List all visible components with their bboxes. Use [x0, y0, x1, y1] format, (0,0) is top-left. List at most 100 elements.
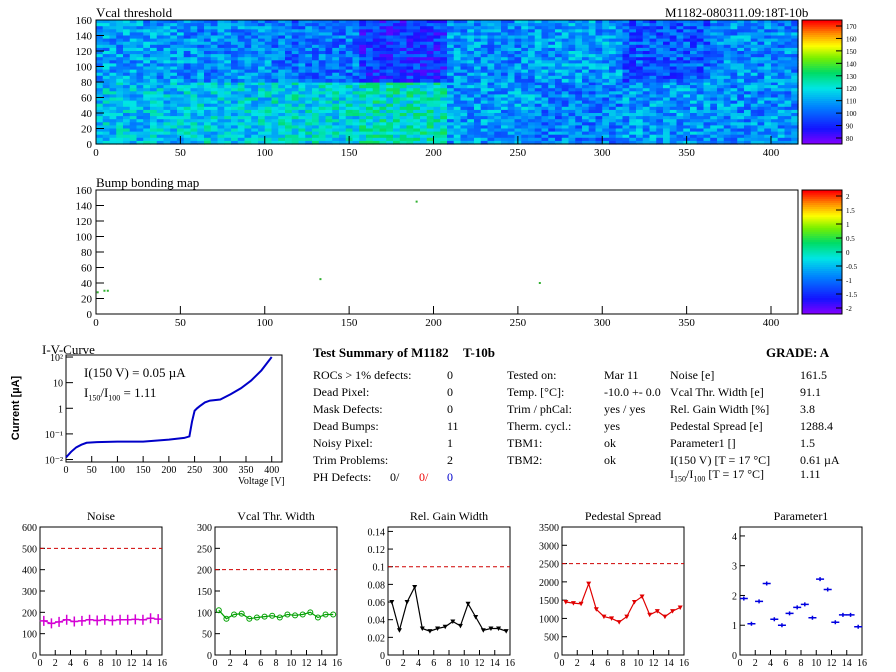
vcal-cell	[399, 29, 408, 33]
vcal-cell	[386, 137, 394, 142]
bump-colorbar-seg	[802, 303, 842, 307]
vcal-cell	[474, 32, 482, 37]
vcal-cell	[609, 100, 617, 105]
vcal-cell	[501, 100, 509, 105]
vcal-cell	[413, 134, 421, 139]
vcal-cell	[467, 128, 475, 133]
vcal-cell	[386, 32, 394, 37]
vcal-cell	[501, 44, 509, 49]
small-plot-ytick-label: 500	[544, 633, 559, 644]
vcal-cell	[710, 106, 718, 111]
vcal-cell	[170, 44, 178, 49]
small-plot-ytick-label: 250	[197, 544, 212, 555]
vcal-cell	[129, 85, 138, 89]
vcal-cell	[285, 131, 293, 136]
vcal-cell	[163, 128, 171, 133]
vcal-cell	[339, 32, 347, 37]
vcal-cell	[271, 100, 279, 105]
vcal-cell	[177, 44, 185, 49]
vcal-cell	[190, 137, 198, 142]
iv-xtick-label: 400	[264, 465, 279, 476]
vcal-cell	[237, 137, 246, 142]
vcal-cell	[723, 119, 732, 123]
vcal-cell	[224, 113, 232, 117]
small-plot-point	[246, 615, 253, 622]
vcal-cell	[622, 109, 630, 114]
vcal-cell	[318, 44, 327, 49]
vcal-cell	[271, 116, 279, 120]
vcal-cell	[487, 140, 495, 145]
vcal-cell	[750, 140, 759, 145]
vcal-cell	[507, 32, 516, 37]
vcal-cell	[224, 20, 232, 24]
vcal-cell	[703, 78, 711, 83]
vcal-cell	[561, 72, 570, 77]
vcal-cell	[393, 128, 401, 133]
vcal-cell	[305, 26, 313, 30]
vcal-cell	[453, 109, 462, 114]
vcal-cell	[163, 91, 171, 95]
vcal-cell	[237, 94, 246, 99]
vcal-cell	[717, 119, 725, 123]
vcal-cell	[278, 103, 286, 108]
vcal-cell	[629, 41, 637, 46]
vcal-colorbar-seg	[802, 34, 842, 38]
vcal-cell	[379, 85, 387, 89]
vcal-cell	[514, 26, 522, 30]
vcal-cell	[737, 106, 745, 111]
bump-colorbar-seg	[802, 198, 842, 201]
vcal-cell	[750, 131, 759, 136]
vcal-cell	[541, 54, 549, 58]
bump-colorbar-seg	[802, 216, 842, 220]
vcal-cell	[676, 91, 684, 95]
vcal-cell	[494, 23, 502, 27]
vcal-cell	[588, 94, 597, 99]
vcal-cell	[339, 137, 347, 142]
small-plot-point	[39, 615, 48, 626]
vcal-cell	[690, 20, 698, 24]
vcal-cell	[696, 41, 705, 46]
vcal-cell	[143, 20, 151, 24]
vcal-cell	[96, 100, 104, 105]
vcal-cell	[690, 78, 698, 83]
vcal-cell	[453, 47, 462, 52]
vcal-cell	[406, 54, 414, 58]
vcal-cell	[636, 113, 644, 117]
vcal-cell	[737, 109, 745, 114]
small-plot-frame	[39, 526, 163, 656]
vcal-cell	[474, 82, 482, 86]
vcal-cell	[264, 137, 273, 142]
vcal-cell	[575, 60, 583, 64]
vcal-cell	[237, 72, 246, 77]
vcal-cell	[467, 26, 475, 30]
vcal-cell	[514, 60, 522, 64]
vcal-cell	[379, 116, 387, 120]
vcal-cell	[271, 72, 279, 77]
small-plot-point	[154, 614, 163, 625]
vcal-cell	[339, 38, 347, 43]
vcal-cell	[642, 125, 651, 130]
bump-colorbar-seg	[802, 258, 842, 261]
vcal-cell	[683, 82, 691, 86]
vcal-cell	[480, 47, 489, 52]
vcal-cell	[244, 38, 252, 43]
vcal-cell	[96, 38, 104, 43]
vcal-cell	[359, 38, 367, 43]
vcal-cell	[312, 54, 320, 58]
vcal-cell	[264, 51, 273, 55]
vcal-cell	[744, 32, 752, 37]
vcal-cell	[413, 23, 421, 27]
vcal-cell	[325, 125, 333, 130]
vcal-cell	[150, 72, 158, 77]
bump-xtick-label: 400	[763, 317, 780, 329]
vcal-cell	[433, 35, 441, 40]
vcal-cell	[298, 131, 306, 136]
vcal-cell	[791, 35, 799, 40]
vcal-cell	[109, 57, 117, 61]
vcal-cell	[204, 51, 212, 55]
small-plot-title: Parameter1	[773, 509, 829, 523]
vcal-cell	[366, 75, 374, 80]
vcal-cell	[514, 75, 522, 80]
vcal-cell	[723, 54, 732, 58]
vcal-cell	[771, 109, 779, 114]
